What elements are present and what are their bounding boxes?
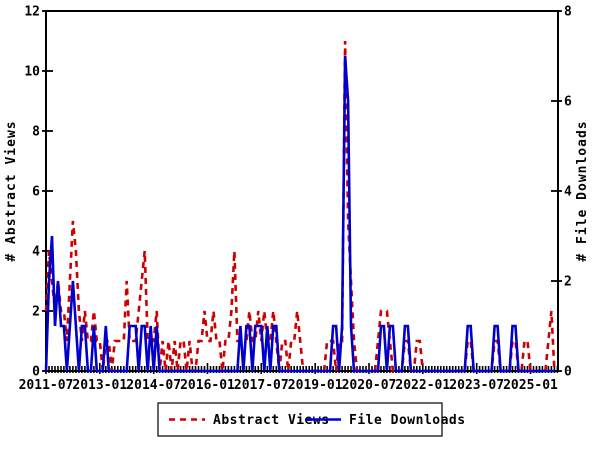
y-right-tick-label: 6 xyxy=(564,95,572,110)
x-tick-label: 2020-07 xyxy=(342,378,397,393)
series-file-downloads xyxy=(44,55,555,373)
y-right-tick-label: 0 xyxy=(564,365,572,380)
x-tick-label: 2023-07 xyxy=(449,378,504,393)
x-tick-label: 2019-01 xyxy=(288,378,343,393)
y-left-tick-label: 10 xyxy=(24,65,40,80)
x-tick-label: 2011-07 xyxy=(19,378,74,393)
y-left-tick-label: 8 xyxy=(32,125,40,140)
y-right-tick-label: 2 xyxy=(564,275,572,290)
y-right-tick-label: 8 xyxy=(564,5,572,20)
y-left-tick-label: 0 xyxy=(32,365,40,380)
y-left-tick-label: 4 xyxy=(32,245,40,260)
y-right-axis-title: # File Downloads xyxy=(575,120,590,261)
x-tick-label: 2025-01 xyxy=(503,378,558,393)
y-right-axis-ticks xyxy=(551,10,562,372)
y-left-axis-tick-labels: 0 2 4 6 8 10 12 xyxy=(24,5,40,380)
legend-label-abstract-views: Abstract Views xyxy=(213,413,330,428)
y-left-tick-label: 2 xyxy=(32,305,40,320)
x-tick-label: 2013-01 xyxy=(72,378,127,393)
x-tick-label: 2022-01 xyxy=(395,378,450,393)
series-lines xyxy=(44,40,556,373)
legend-label-file-downloads: File Downloads xyxy=(349,413,466,428)
x-tick-label: 2016-01 xyxy=(180,378,235,393)
y-right-axis-tick-labels: 0 2 4 6 8 xyxy=(564,5,572,380)
x-axis-tick-labels: 2011-07 2013-01 2014-07 2016-01 2017-07 2019-… xyxy=(19,378,558,393)
plot-border xyxy=(45,10,559,372)
y-right-tick-label: 4 xyxy=(564,185,572,200)
x-tick-label: 2014-07 xyxy=(126,378,181,393)
y-left-tick-label: 12 xyxy=(24,5,40,20)
y-left-axis-title: # Abstract Views xyxy=(4,120,19,261)
series-abstract-views xyxy=(44,40,556,373)
legend: Abstract Views File Downloads xyxy=(157,402,466,437)
x-tick-label: 2017-07 xyxy=(234,378,289,393)
y-left-axis-ticks xyxy=(42,10,53,372)
y-left-tick-label: 6 xyxy=(32,185,40,200)
legend-box xyxy=(157,402,443,437)
